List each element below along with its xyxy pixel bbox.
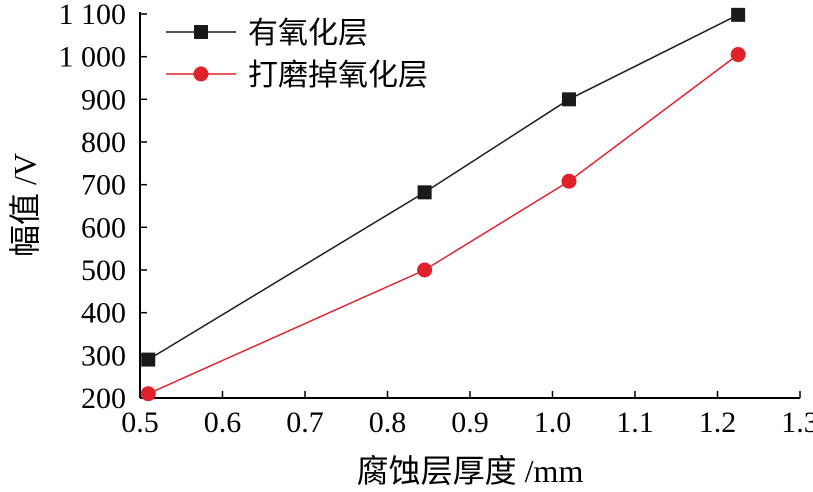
data-point	[417, 185, 432, 200]
y-tick-label: 400	[81, 297, 126, 330]
y-tick-label: 1 100	[59, 0, 127, 31]
x-tick-label: 0.7	[286, 406, 324, 439]
x-axis-title: 腐蚀层厚度 /mm	[357, 453, 584, 489]
x-tick-label: 0.8	[369, 406, 407, 439]
y-tick-label: 900	[81, 83, 126, 116]
data-point	[730, 47, 746, 63]
legend-marker-1	[193, 66, 209, 82]
series-line-1	[147, 53, 739, 395]
data-point	[140, 386, 156, 402]
y-tick-label: 600	[81, 211, 126, 244]
legend-marker-0	[194, 25, 208, 39]
y-tick-label: 700	[81, 169, 126, 202]
data-point	[561, 173, 577, 189]
legend-label-1: 打磨掉氧化层	[248, 59, 428, 92]
y-tick-label: 800	[81, 126, 126, 159]
x-tick-label: 0.6	[204, 406, 242, 439]
legend-label-0: 有氧化层	[248, 17, 368, 50]
series-layer	[140, 7, 746, 402]
x-ticks: 0.5 0.6 0.7 0.8 0.9 1.0 1.1 1.2 1.3	[121, 391, 813, 439]
y-ticks: 200 300 400 500 600 700 800 900 1 000 1 100	[59, 0, 147, 415]
legend-item-1: 打磨掉氧化层	[166, 59, 428, 92]
data-point	[141, 352, 156, 367]
legend: 有氧化层 打磨掉氧化层	[166, 17, 428, 92]
series-line-0	[147, 14, 739, 361]
y-tick-label: 300	[81, 339, 126, 372]
x-tick-label: 1.3	[781, 406, 813, 439]
y-tick-label: 200	[81, 382, 126, 415]
x-tick-label: 0.9	[451, 406, 489, 439]
x-tick-label: 1.0	[534, 406, 572, 439]
y-tick-label: 1 000	[59, 41, 127, 74]
x-tick-label: 1.2	[699, 406, 737, 439]
y-axis-title: 幅值 /V	[7, 153, 43, 257]
data-point	[417, 262, 433, 278]
legend-item-0: 有氧化层	[166, 17, 368, 50]
data-point	[731, 7, 746, 22]
x-tick-label: 1.1	[616, 406, 654, 439]
data-point	[562, 92, 576, 107]
y-tick-label: 500	[81, 254, 126, 287]
axes	[139, 12, 800, 399]
x-tick-label: 0.5	[121, 406, 159, 439]
